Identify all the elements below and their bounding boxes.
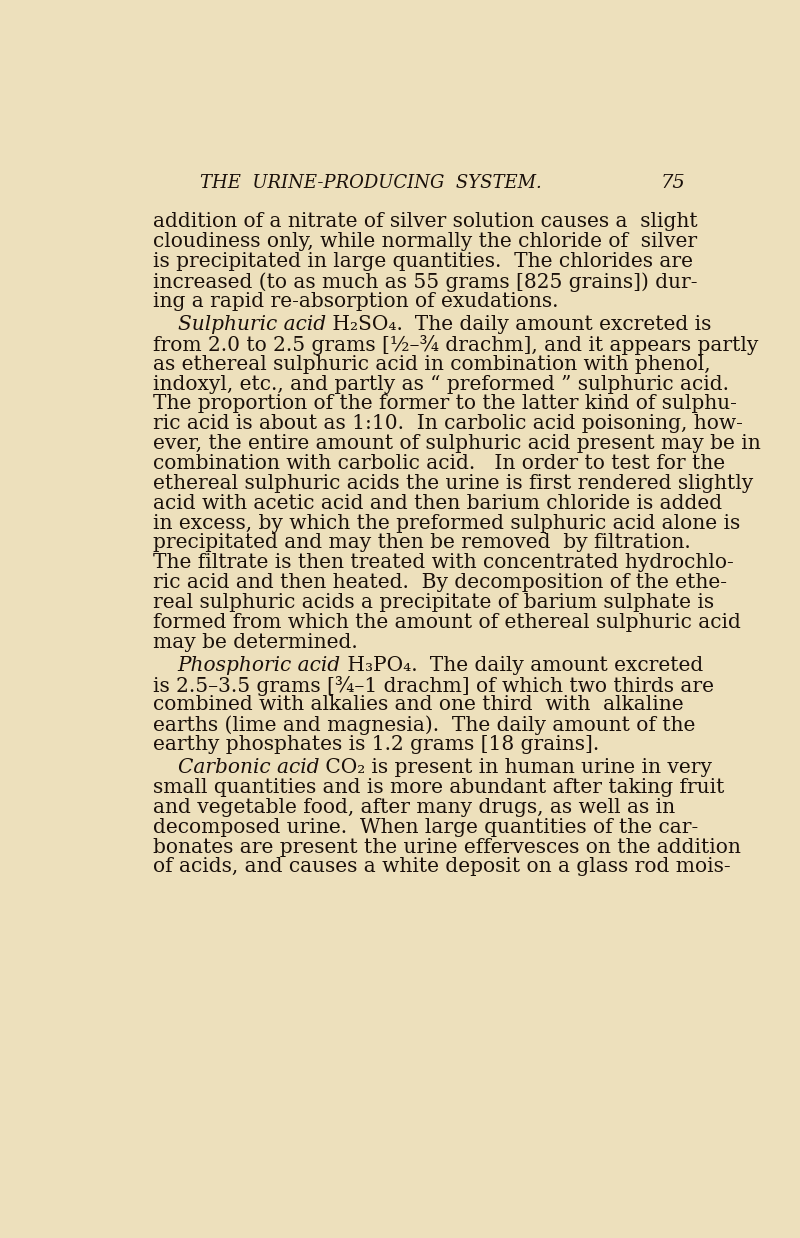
Text: in excess, by which the preformed sulphuric acid alone is: in excess, by which the preformed sulphu… bbox=[153, 514, 740, 532]
Text: combined with alkalies and one third  with  alkaline: combined with alkalies and one third wit… bbox=[153, 696, 683, 714]
Text: ethereal sulphuric acids the urine is first rendered slightly: ethereal sulphuric acids the urine is fi… bbox=[153, 474, 753, 493]
Text: CO₂: CO₂ bbox=[319, 758, 366, 777]
Text: decomposed urine.  When large quantities of the car-: decomposed urine. When large quantities … bbox=[153, 817, 698, 837]
Text: is precipitated in large quantities.  The chlorides are: is precipitated in large quantities. The… bbox=[153, 253, 693, 271]
Text: formed from which the amount of ethereal sulphuric acid: formed from which the amount of ethereal… bbox=[153, 613, 741, 631]
Text: from 2.0 to 2.5 grams [½–¾ drachm], and it appears partly: from 2.0 to 2.5 grams [½–¾ drachm], and … bbox=[153, 334, 758, 355]
Text: acid with acetic acid and then barium chloride is added: acid with acetic acid and then barium ch… bbox=[153, 494, 722, 513]
Text: The proportion of the former to the latter kind of sulphu-: The proportion of the former to the latt… bbox=[153, 395, 737, 413]
Text: ever, the entire amount of sulphuric acid present may be in: ever, the entire amount of sulphuric aci… bbox=[153, 435, 761, 453]
Text: is present in human urine in very: is present in human urine in very bbox=[366, 758, 712, 777]
Text: The daily amount excreted is: The daily amount excreted is bbox=[402, 314, 712, 334]
Text: earths (lime and magnesia).  The daily amount of the: earths (lime and magnesia). The daily am… bbox=[153, 716, 695, 735]
Text: combination with carbolic acid.   In order to test for the: combination with carbolic acid. In order… bbox=[153, 454, 725, 473]
Text: Carbonic acid: Carbonic acid bbox=[178, 758, 319, 777]
Text: as ethereal sulphuric acid in combination with phenol,: as ethereal sulphuric acid in combinatio… bbox=[153, 354, 710, 374]
Text: 75: 75 bbox=[660, 175, 685, 192]
Text: bonates are present the urine effervesces on the addition: bonates are present the urine effervesce… bbox=[153, 838, 741, 857]
Text: ric acid is about as 1:10.  In carbolic acid poisoning, how-: ric acid is about as 1:10. In carbolic a… bbox=[153, 415, 742, 433]
Text: increased (to as much as 55 grams [825 grains]) dur-: increased (to as much as 55 grams [825 g… bbox=[153, 272, 698, 292]
Text: and vegetable food, after many drugs, as well as in: and vegetable food, after many drugs, as… bbox=[153, 797, 675, 817]
Text: earthy phosphates is 1.2 grams [18 grains].: earthy phosphates is 1.2 grams [18 grain… bbox=[153, 735, 599, 754]
Text: small quantities and is more abundant after taking fruit: small quantities and is more abundant af… bbox=[153, 777, 724, 797]
Text: ing a rapid re-absorption of exudations.: ing a rapid re-absorption of exudations. bbox=[153, 292, 558, 311]
Text: Sulphuric acid: Sulphuric acid bbox=[178, 314, 326, 334]
Text: may be determined.: may be determined. bbox=[153, 633, 358, 651]
Text: addition of a nitrate of silver solution causes a  slight: addition of a nitrate of silver solution… bbox=[153, 213, 698, 232]
Text: cloudiness only, while normally the chloride of  silver: cloudiness only, while normally the chlo… bbox=[153, 233, 697, 251]
Text: ric acid and then heated.  By decomposition of the ethe-: ric acid and then heated. By decompositi… bbox=[153, 573, 726, 592]
Text: The daily amount excreted: The daily amount excreted bbox=[418, 656, 703, 675]
Text: The filtrate is then treated with concentrated hydrochlo-: The filtrate is then treated with concen… bbox=[153, 553, 734, 572]
Text: indoxyl, etc., and partly as “ preformed ” sulphuric acid.: indoxyl, etc., and partly as “ preformed… bbox=[153, 374, 729, 394]
Text: THE  URINE-PRODUCING  SYSTEM.: THE URINE-PRODUCING SYSTEM. bbox=[200, 175, 542, 192]
Text: H₃PO₄.: H₃PO₄. bbox=[341, 656, 418, 675]
Text: of acids, and causes a white deposit on a glass rod mois-: of acids, and causes a white deposit on … bbox=[153, 858, 730, 877]
Text: real sulphuric acids a precipitate of barium sulphate is: real sulphuric acids a precipitate of ba… bbox=[153, 593, 714, 612]
Text: Phosphoric acid: Phosphoric acid bbox=[178, 656, 341, 675]
Text: precipitated and may then be removed  by filtration.: precipitated and may then be removed by … bbox=[153, 534, 690, 552]
Text: H₂SO₄.: H₂SO₄. bbox=[326, 314, 402, 334]
Text: is 2.5–3.5 grams [¾–1 drachm] of which two thirds are: is 2.5–3.5 grams [¾–1 drachm] of which t… bbox=[153, 676, 714, 696]
